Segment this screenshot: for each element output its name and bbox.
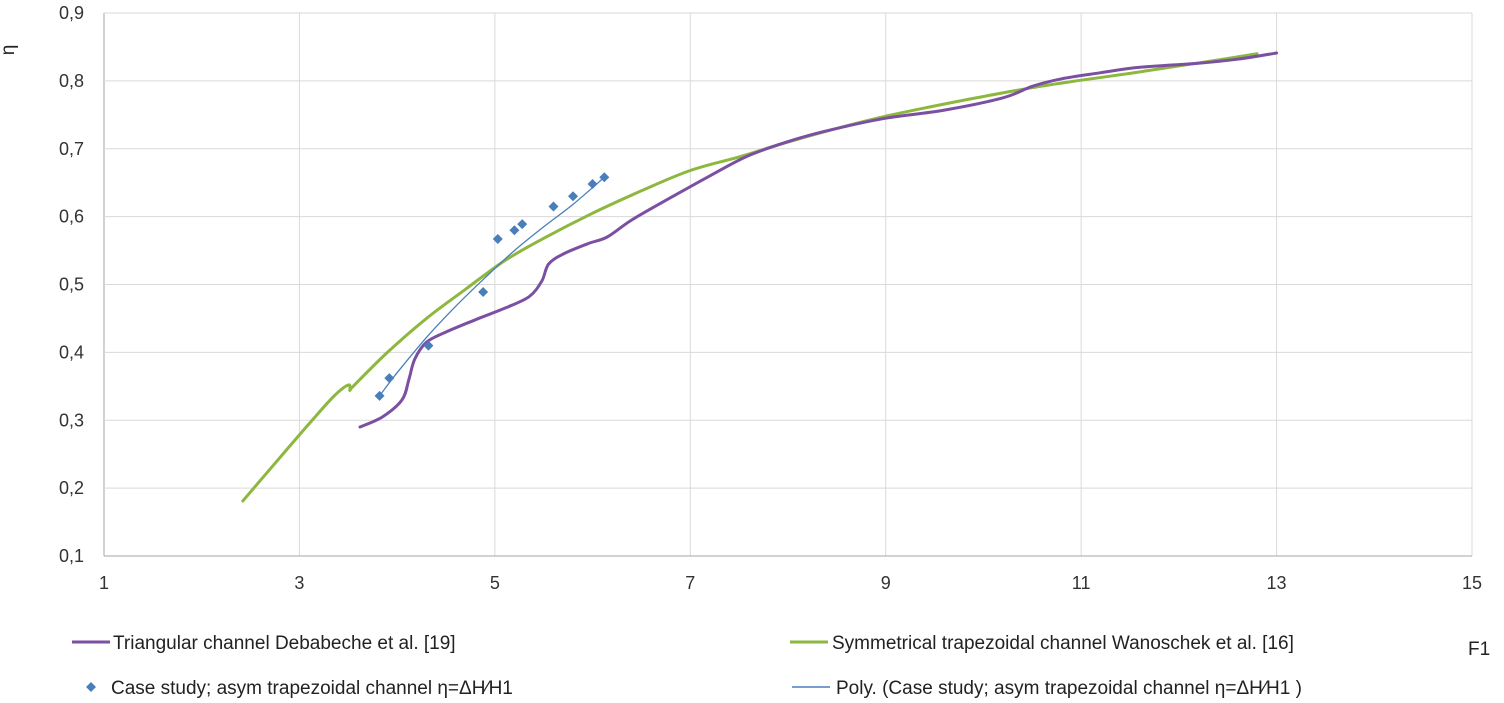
legend: Triangular channel Debabeche et al. [19]… xyxy=(72,633,1302,699)
case-study-point xyxy=(568,191,579,202)
case-study-point xyxy=(478,286,489,297)
series-layer xyxy=(241,51,1279,503)
legend-swatch-case-study xyxy=(86,682,96,692)
y-tick-label: 0,8 xyxy=(59,71,84,91)
legend-item-poly[interactable]: Poly. (Case study; asym trapezoidal chan… xyxy=(792,678,1302,699)
y-tick-label: 0,5 xyxy=(59,275,84,295)
case-study-point xyxy=(492,234,503,245)
x-axis-title: F1 xyxy=(1468,639,1490,660)
case-study-point xyxy=(548,201,559,212)
x-tick-label: 13 xyxy=(1267,573,1287,593)
case-study-point xyxy=(587,179,598,190)
legend-item-symmetrical[interactable]: Symmetrical trapezoidal channel Wanosche… xyxy=(790,633,1294,654)
legend-label-poly: Poly. (Case study; asym trapezoidal chan… xyxy=(836,678,1302,699)
legend-label-symmetrical: Symmetrical trapezoidal channel Wanosche… xyxy=(832,633,1294,654)
tick-labels: 1 3 5 7 9 11 13 150,10,20,30,40,50,60,70,80,9 xyxy=(59,3,1482,593)
triangular-series-line xyxy=(358,51,1279,429)
case-study-point xyxy=(384,373,395,384)
poly-trendline xyxy=(378,176,605,397)
legend-item-triangular[interactable]: Triangular channel Debabeche et al. [19] xyxy=(72,633,456,654)
x-tick-label: 5 xyxy=(490,573,500,593)
y-tick-label: 0,7 xyxy=(59,139,84,159)
legend-label-case-study: Case study; asym trapezoidal channel η=Δ… xyxy=(111,678,513,699)
symmetrical-series-line xyxy=(241,52,1259,503)
y-tick-label: 0,3 xyxy=(59,410,84,430)
case-study-point xyxy=(509,225,520,236)
x-tick-label: 3 xyxy=(294,573,304,593)
x-tick-label: 15 xyxy=(1462,573,1482,593)
case-study-point xyxy=(599,172,610,183)
x-tick-label: 11 xyxy=(1072,573,1091,593)
x-tick-label: 1 xyxy=(99,573,109,593)
case-study-point xyxy=(517,219,528,230)
gridlines xyxy=(103,12,1473,557)
y-tick-label: 0,1 xyxy=(59,546,84,566)
y-tick-label: 0,9 xyxy=(59,3,84,23)
y-tick-label: 0,4 xyxy=(59,342,84,362)
x-tick-label: 7 xyxy=(685,573,695,593)
y-tick-label: 0,2 xyxy=(59,478,84,498)
case-study-point xyxy=(423,340,434,351)
case-study-point xyxy=(374,390,385,401)
legend-item-case-study[interactable]: Case study; asym trapezoidal channel η=Δ… xyxy=(86,678,513,699)
y-axis-title: η xyxy=(0,45,19,56)
legend-label-triangular: Triangular channel Debabeche et al. [19] xyxy=(113,633,456,654)
y-tick-label: 0,6 xyxy=(59,207,84,227)
x-tick-label: 9 xyxy=(881,573,891,593)
